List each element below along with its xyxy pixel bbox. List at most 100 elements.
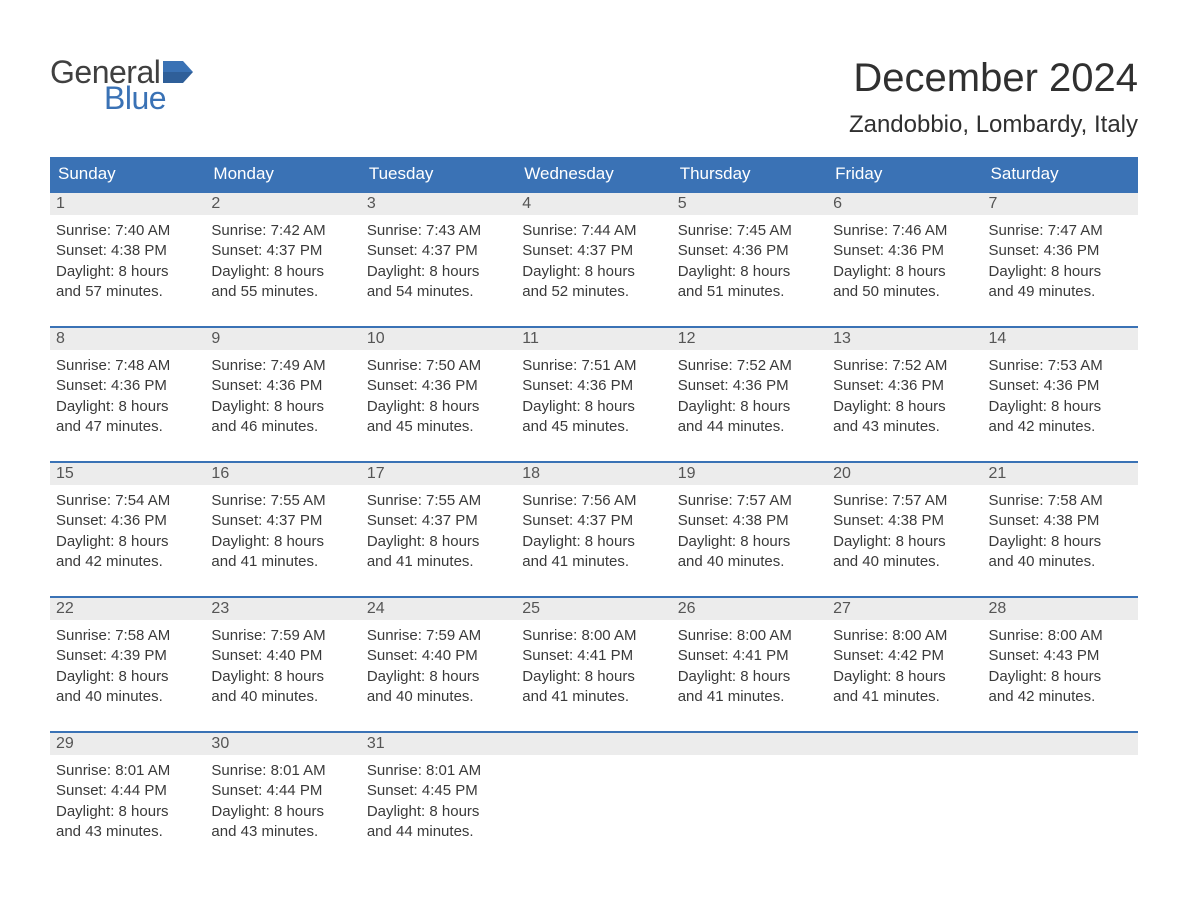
sunrise-line: Sunrise: 7:56 AM (522, 491, 665, 511)
day-number: 15 (50, 461, 205, 485)
day-cell: Sunrise: 7:43 AMSunset: 4:37 PMDaylight:… (361, 215, 516, 310)
empty-day-cell (983, 755, 1138, 850)
sunset-line: Sunset: 4:39 PM (56, 646, 199, 666)
day-number: 6 (827, 191, 982, 215)
day-number: 26 (672, 596, 827, 620)
day-number: 22 (50, 596, 205, 620)
daylight-line1: Daylight: 8 hours (522, 667, 665, 687)
daylight-line2: and 50 minutes. (833, 282, 976, 302)
daylight-line1: Daylight: 8 hours (211, 397, 354, 417)
daylight-line2: and 51 minutes. (678, 282, 821, 302)
sunset-line: Sunset: 4:37 PM (211, 511, 354, 531)
sunset-line: Sunset: 4:36 PM (989, 376, 1132, 396)
day-cell: Sunrise: 7:57 AMSunset: 4:38 PMDaylight:… (827, 485, 982, 580)
day-cell: Sunrise: 7:58 AMSunset: 4:39 PMDaylight:… (50, 620, 205, 715)
daylight-line2: and 45 minutes. (522, 417, 665, 437)
sunset-line: Sunset: 4:37 PM (522, 241, 665, 261)
day-detail-row: Sunrise: 8:01 AMSunset: 4:44 PMDaylight:… (50, 755, 1138, 850)
day-header: Monday (205, 157, 360, 191)
day-detail-row: Sunrise: 7:48 AMSunset: 4:36 PMDaylight:… (50, 350, 1138, 445)
daylight-line1: Daylight: 8 hours (833, 532, 976, 552)
sunset-line: Sunset: 4:45 PM (367, 781, 510, 801)
sunset-line: Sunset: 4:40 PM (211, 646, 354, 666)
day-number: 3 (361, 191, 516, 215)
sunset-line: Sunset: 4:37 PM (367, 511, 510, 531)
daylight-line2: and 44 minutes. (367, 822, 510, 842)
brand-logo: General Blue (50, 56, 193, 114)
daylight-line1: Daylight: 8 hours (56, 667, 199, 687)
daylight-line2: and 41 minutes. (833, 687, 976, 707)
day-cell: Sunrise: 7:58 AMSunset: 4:38 PMDaylight:… (983, 485, 1138, 580)
day-header: Tuesday (361, 157, 516, 191)
day-number: 1 (50, 191, 205, 215)
sunrise-line: Sunrise: 7:47 AM (989, 221, 1132, 241)
day-number: 17 (361, 461, 516, 485)
day-number: 21 (983, 461, 1138, 485)
daylight-line1: Daylight: 8 hours (56, 262, 199, 282)
daylight-line2: and 41 minutes. (522, 687, 665, 707)
daylight-line2: and 49 minutes. (989, 282, 1132, 302)
day-number: 11 (516, 326, 671, 350)
sunrise-line: Sunrise: 8:00 AM (678, 626, 821, 646)
day-cell: Sunrise: 7:59 AMSunset: 4:40 PMDaylight:… (205, 620, 360, 715)
daylight-line1: Daylight: 8 hours (367, 532, 510, 552)
sunset-line: Sunset: 4:43 PM (989, 646, 1132, 666)
daylight-line2: and 40 minutes. (989, 552, 1132, 572)
empty-day-cell (516, 755, 671, 850)
day-number: 5 (672, 191, 827, 215)
day-cell: Sunrise: 8:00 AMSunset: 4:41 PMDaylight:… (516, 620, 671, 715)
day-cell: Sunrise: 7:52 AMSunset: 4:36 PMDaylight:… (827, 350, 982, 445)
daylight-line1: Daylight: 8 hours (211, 262, 354, 282)
week-spacer (50, 310, 1138, 326)
day-number: 28 (983, 596, 1138, 620)
sunset-line: Sunset: 4:38 PM (56, 241, 199, 261)
daylight-line1: Daylight: 8 hours (833, 667, 976, 687)
week-spacer (50, 445, 1138, 461)
daylight-line2: and 54 minutes. (367, 282, 510, 302)
sunrise-line: Sunrise: 7:55 AM (367, 491, 510, 511)
daylight-line1: Daylight: 8 hours (833, 262, 976, 282)
daylight-line1: Daylight: 8 hours (522, 532, 665, 552)
daylight-line2: and 47 minutes. (56, 417, 199, 437)
empty-day-number (672, 731, 827, 755)
daylight-line1: Daylight: 8 hours (989, 262, 1132, 282)
sunset-line: Sunset: 4:36 PM (678, 376, 821, 396)
day-cell: Sunrise: 7:55 AMSunset: 4:37 PMDaylight:… (361, 485, 516, 580)
sunrise-line: Sunrise: 7:59 AM (367, 626, 510, 646)
daylight-line1: Daylight: 8 hours (989, 532, 1132, 552)
sunset-line: Sunset: 4:36 PM (833, 376, 976, 396)
day-number-row: 1234567 (50, 191, 1138, 215)
sunrise-line: Sunrise: 7:51 AM (522, 356, 665, 376)
day-header: Saturday (983, 157, 1138, 191)
daylight-line2: and 57 minutes. (56, 282, 199, 302)
sunrise-line: Sunrise: 7:50 AM (367, 356, 510, 376)
sunrise-line: Sunrise: 7:58 AM (989, 491, 1132, 511)
sunset-line: Sunset: 4:42 PM (833, 646, 976, 666)
daylight-line1: Daylight: 8 hours (56, 802, 199, 822)
sunrise-line: Sunrise: 7:52 AM (833, 356, 976, 376)
empty-day-cell (827, 755, 982, 850)
sunrise-line: Sunrise: 8:00 AM (522, 626, 665, 646)
daylight-line2: and 43 minutes. (833, 417, 976, 437)
day-cell: Sunrise: 7:52 AMSunset: 4:36 PMDaylight:… (672, 350, 827, 445)
sunset-line: Sunset: 4:40 PM (367, 646, 510, 666)
day-cell: Sunrise: 8:01 AMSunset: 4:45 PMDaylight:… (361, 755, 516, 850)
sunset-line: Sunset: 4:41 PM (678, 646, 821, 666)
sunrise-line: Sunrise: 7:42 AM (211, 221, 354, 241)
daylight-line1: Daylight: 8 hours (56, 532, 199, 552)
sunrise-line: Sunrise: 8:01 AM (211, 761, 354, 781)
day-number: 13 (827, 326, 982, 350)
day-number: 31 (361, 731, 516, 755)
day-header: Sunday (50, 157, 205, 191)
daylight-line1: Daylight: 8 hours (367, 802, 510, 822)
daylight-line2: and 43 minutes. (211, 822, 354, 842)
sunset-line: Sunset: 4:36 PM (989, 241, 1132, 261)
sunrise-line: Sunrise: 7:58 AM (56, 626, 199, 646)
day-cell: Sunrise: 8:01 AMSunset: 4:44 PMDaylight:… (205, 755, 360, 850)
day-cell: Sunrise: 7:40 AMSunset: 4:38 PMDaylight:… (50, 215, 205, 310)
daylight-line2: and 42 minutes. (989, 417, 1132, 437)
day-number: 30 (205, 731, 360, 755)
calendar-table: Sunday Monday Tuesday Wednesday Thursday… (50, 157, 1138, 850)
day-cell: Sunrise: 7:47 AMSunset: 4:36 PMDaylight:… (983, 215, 1138, 310)
calendar-body: 1234567Sunrise: 7:40 AMSunset: 4:38 PMDa… (50, 191, 1138, 850)
